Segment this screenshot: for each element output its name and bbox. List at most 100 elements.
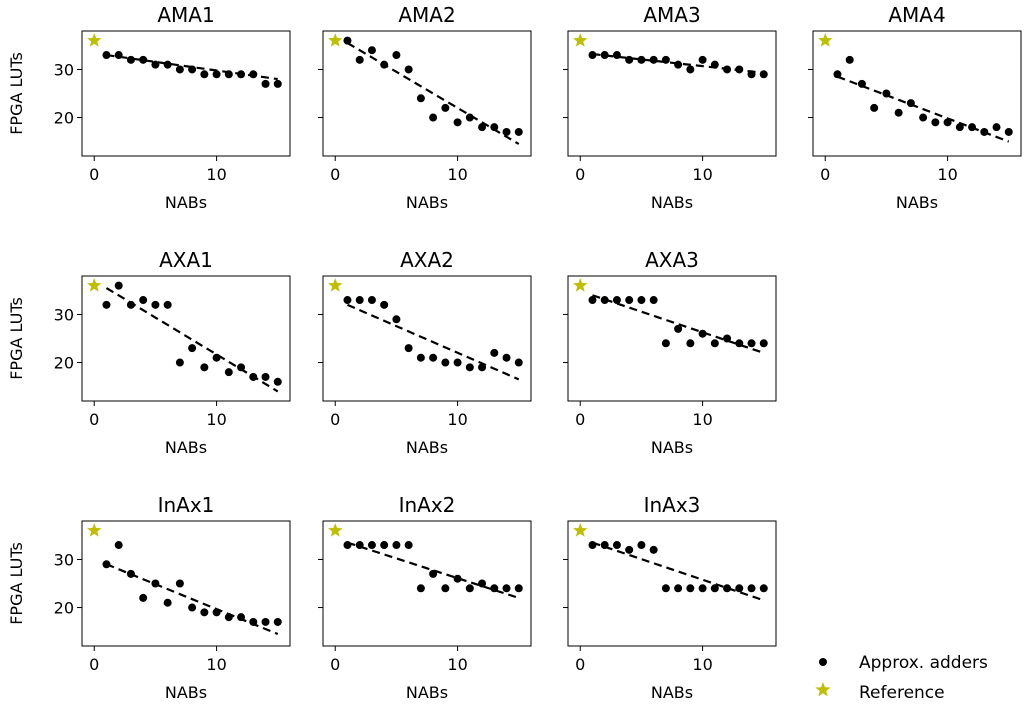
legend-label-approx-adders: Approx. adders — [859, 653, 988, 673]
data-point — [367, 296, 376, 305]
y-axis-label: FPGA LUTs — [7, 297, 26, 380]
data-point — [224, 70, 233, 79]
data-point — [188, 344, 197, 353]
data-point — [759, 339, 768, 348]
data-point — [404, 65, 413, 74]
data-point — [343, 296, 352, 305]
data-point — [151, 579, 160, 588]
x-axis-label: NABs — [165, 193, 207, 212]
x-tick-label: 0 — [330, 655, 340, 674]
data-point — [212, 70, 221, 79]
panel-inax2: InAx2 0 10 NABs — [318, 493, 532, 702]
data-point — [625, 55, 634, 64]
x-tick-label: 10 — [206, 410, 226, 429]
data-point — [845, 55, 854, 64]
panel-title: AMA3 — [643, 3, 700, 27]
data-point — [237, 613, 246, 622]
data-point — [261, 372, 270, 381]
data-point — [200, 363, 209, 372]
data-point — [943, 118, 952, 127]
data-point — [747, 584, 756, 593]
data-point — [612, 296, 621, 305]
x-axis-label: NABs — [651, 438, 693, 457]
data-point — [1004, 127, 1013, 136]
fit-line — [592, 52, 764, 74]
panel-title: InAx1 — [158, 493, 215, 517]
data-point — [661, 55, 670, 64]
data-point — [992, 123, 1001, 132]
data-point — [175, 579, 184, 588]
reference-marker — [818, 33, 833, 47]
data-point — [429, 113, 438, 122]
data-point — [637, 296, 646, 305]
data-point — [747, 70, 756, 79]
x-tick-label: 0 — [330, 410, 340, 429]
data-point — [723, 65, 732, 74]
x-tick-label: 10 — [692, 410, 712, 429]
axes-frame — [81, 30, 291, 157]
data-point — [380, 300, 389, 309]
fit-line — [106, 563, 279, 635]
axes-frame — [567, 520, 777, 647]
data-point — [273, 79, 282, 88]
x-axis-label: NABs — [406, 683, 448, 702]
data-point — [857, 79, 866, 88]
reference-marker — [328, 523, 343, 537]
x-tick-label: 10 — [206, 655, 226, 674]
data-point — [114, 281, 123, 290]
data-point — [931, 118, 940, 127]
data-point — [102, 300, 111, 309]
x-tick-label: 0 — [575, 410, 585, 429]
data-point — [612, 541, 621, 550]
data-point — [698, 584, 707, 593]
x-tick-label: 0 — [89, 165, 99, 184]
data-point — [139, 55, 148, 64]
data-point — [380, 60, 389, 69]
data-point — [625, 296, 634, 305]
fit-line — [592, 541, 765, 602]
panel-title: InAx3 — [644, 493, 701, 517]
data-point — [139, 296, 148, 305]
data-point — [273, 377, 282, 386]
data-point — [600, 296, 609, 305]
y-tick-label: 20 — [54, 109, 74, 128]
reference-marker — [87, 278, 102, 292]
data-point — [151, 300, 160, 309]
y-tick-label: 30 — [54, 60, 74, 79]
panel-title: AXA3 — [645, 248, 699, 272]
data-point — [367, 46, 376, 55]
x-axis-label: NABs — [651, 683, 693, 702]
data-point — [453, 358, 462, 367]
fit-line — [837, 75, 1010, 143]
x-tick-label: 0 — [575, 655, 585, 674]
data-point — [955, 123, 964, 132]
data-point — [502, 584, 511, 593]
data-point — [759, 70, 768, 79]
data-point — [453, 118, 462, 127]
data-point — [163, 300, 172, 309]
x-tick-label: 0 — [820, 165, 830, 184]
panel-inax1: InAx1 0 10 20 30 NABs FPGA LUTs — [7, 493, 291, 702]
data-point — [151, 60, 160, 69]
reference-marker — [87, 33, 102, 47]
data-point — [114, 541, 123, 550]
data-point — [588, 541, 597, 550]
axes-frame — [812, 30, 1022, 157]
panel-ama2: AMA2 0 10 NABs — [318, 3, 532, 212]
data-point — [237, 363, 246, 372]
data-point — [261, 617, 270, 626]
panel-axa2: AXA2 0 10 NABs — [318, 248, 532, 457]
axes-frame — [81, 275, 291, 402]
data-point — [163, 60, 172, 69]
panel-axa3: AXA3 0 10 NABs — [563, 248, 777, 457]
data-point — [224, 613, 233, 622]
data-point — [273, 617, 282, 626]
data-point — [249, 70, 258, 79]
data-point — [404, 344, 413, 353]
data-point — [735, 339, 744, 348]
data-point — [882, 89, 891, 98]
x-axis-label: NABs — [165, 683, 207, 702]
data-point — [126, 300, 135, 309]
data-point — [249, 372, 258, 381]
